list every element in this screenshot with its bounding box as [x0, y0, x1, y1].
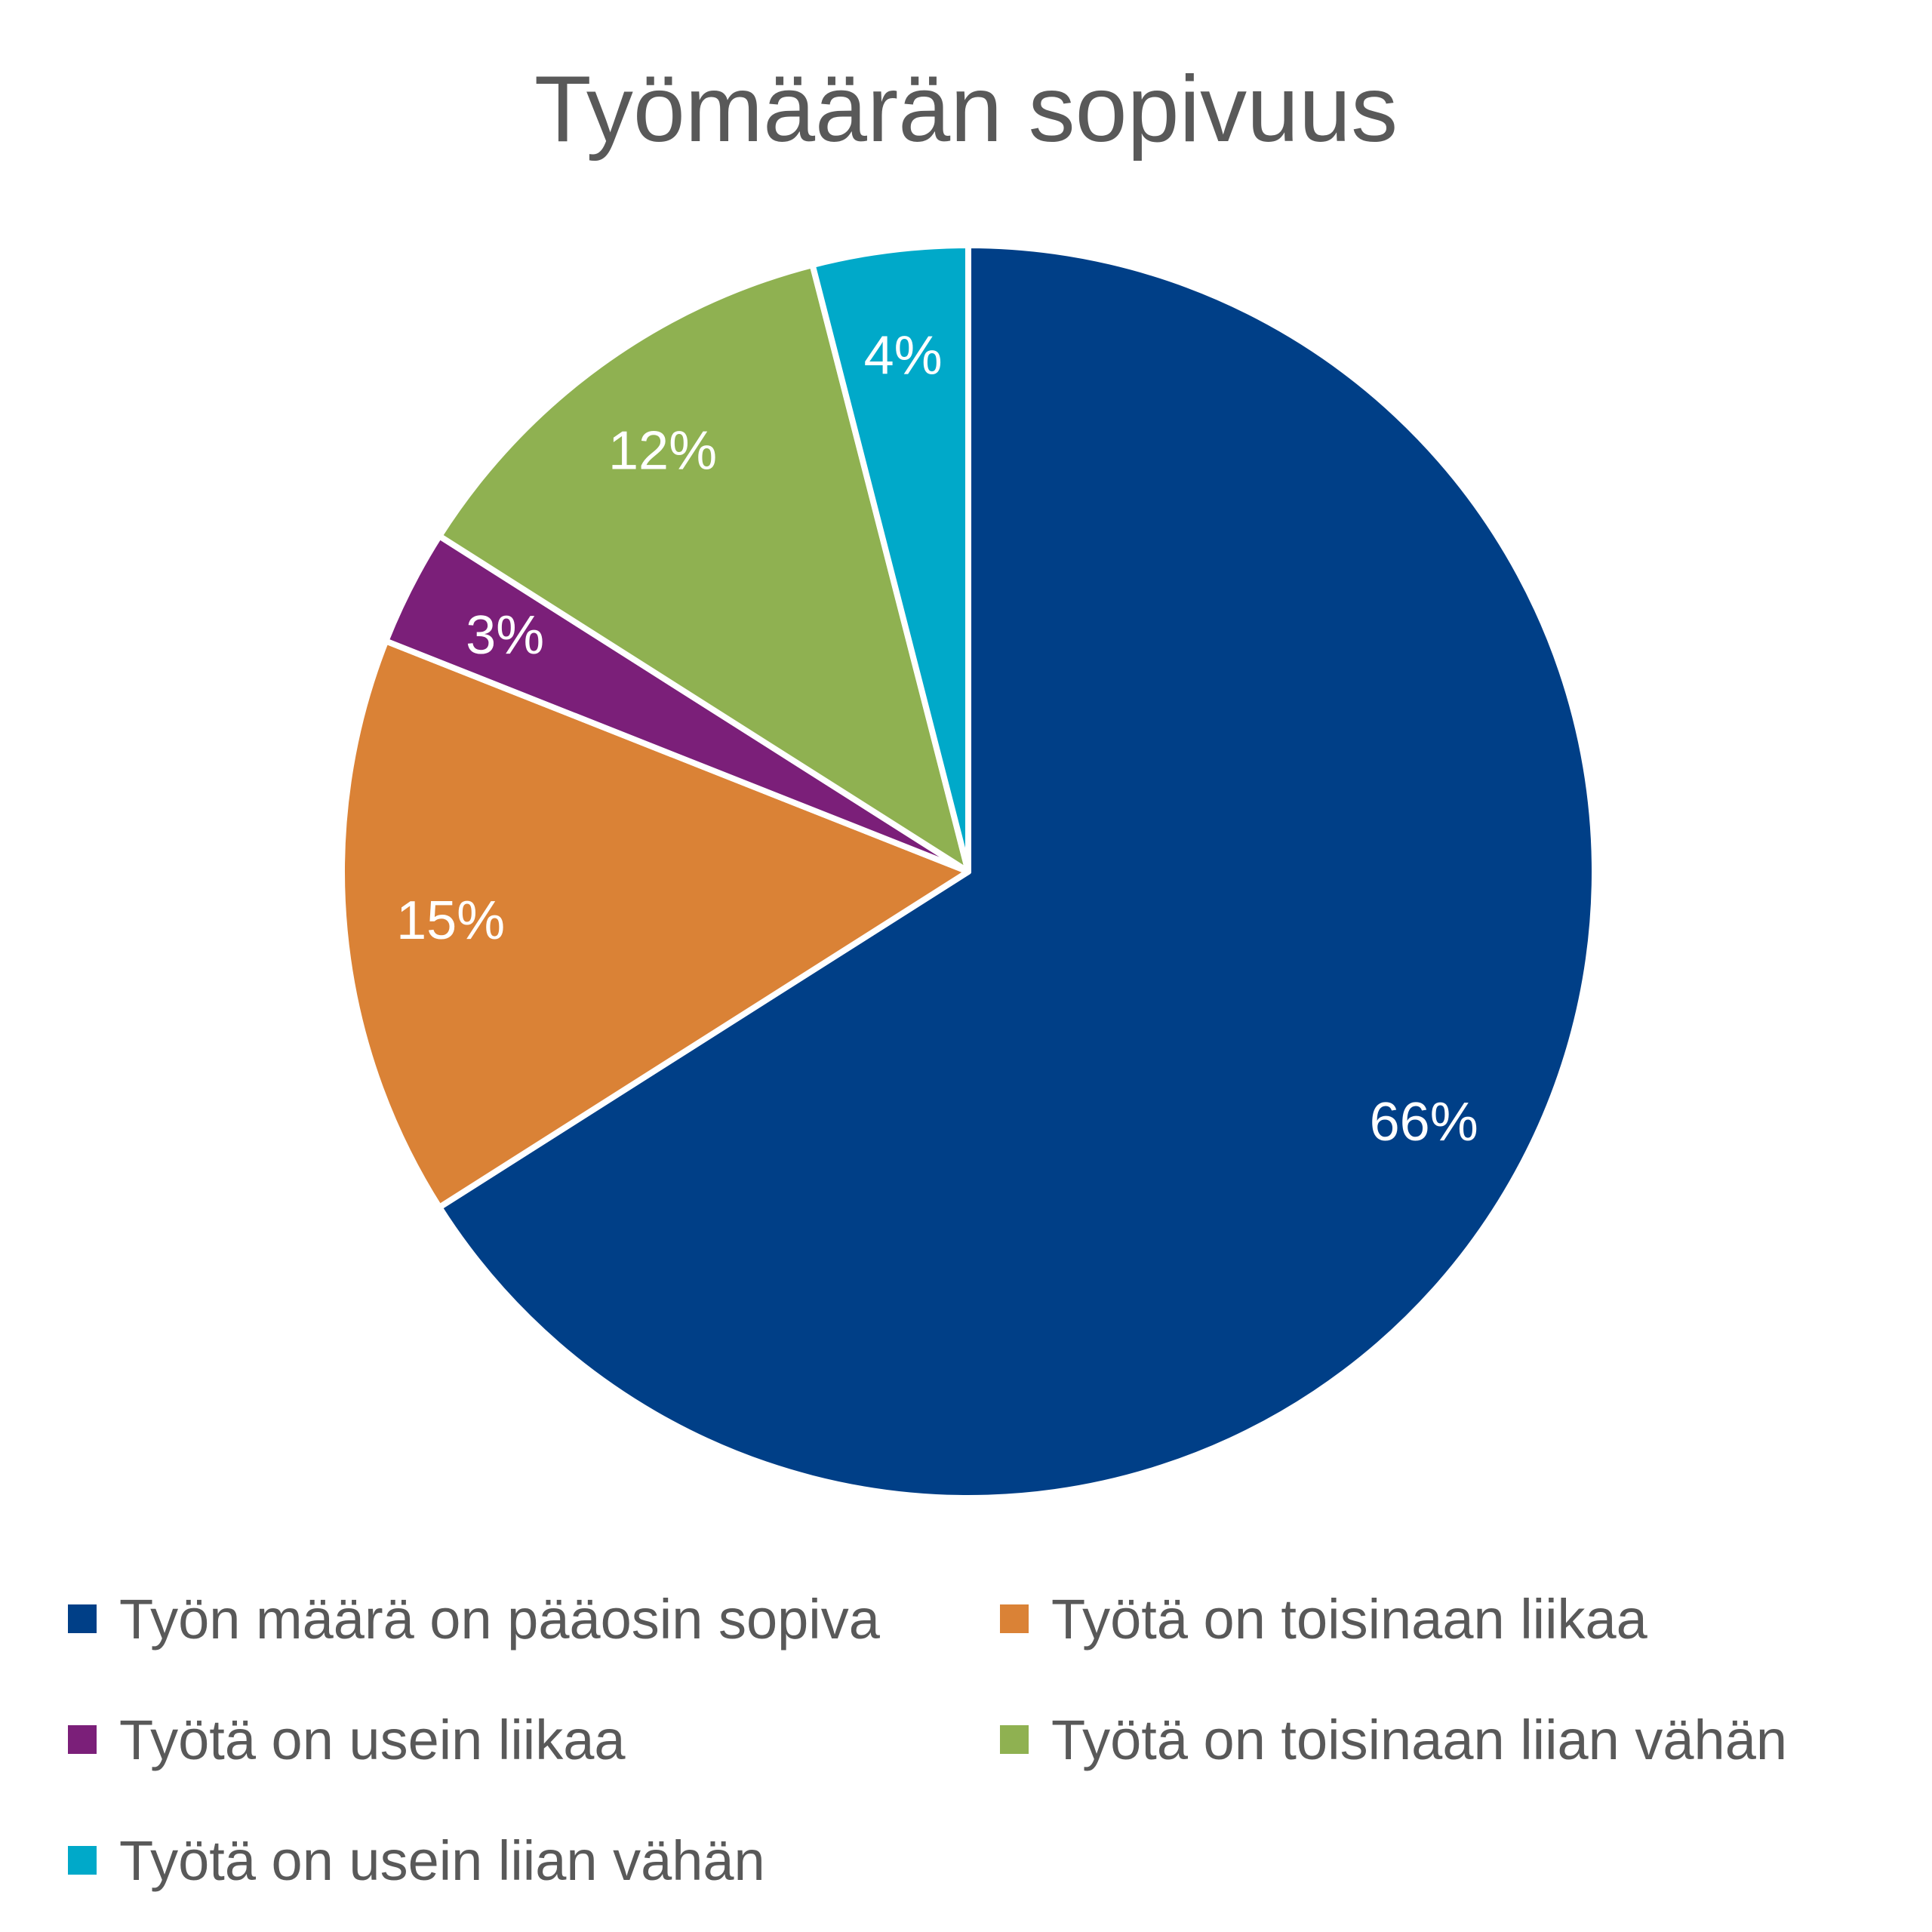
data-label: 66% — [1370, 1092, 1478, 1152]
pie-slice — [436, 262, 971, 875]
legend-item: Työn määrä on pääosin sopiva — [68, 1577, 880, 1660]
data-label: 4% — [864, 326, 943, 386]
chart-title: Työmäärän sopivuus — [534, 57, 1398, 162]
pie-slice — [436, 242, 1598, 1501]
legend-swatch — [1000, 1604, 1029, 1633]
legend-item: Työtä on toisinaan liikaa — [1000, 1577, 1647, 1660]
legend-swatch — [68, 1725, 97, 1754]
legend-label: Työtä on toisinaan liikaa — [1051, 1587, 1647, 1651]
legend-item: Työtä on usein liian vähän — [68, 1819, 765, 1902]
legend-swatch — [68, 1846, 97, 1875]
pie-slice — [809, 242, 971, 875]
legend-label: Työn määrä on pääosin sopiva — [119, 1587, 880, 1651]
data-label: 3% — [466, 605, 544, 666]
legend-item: Työtä on toisinaan liian vähän — [1000, 1698, 1787, 1781]
legend-swatch — [1000, 1725, 1029, 1754]
pie-slice — [339, 638, 971, 1211]
legend-swatch — [68, 1604, 97, 1633]
data-label: 12% — [608, 421, 717, 481]
legend-label: Työtä on usein liikaa — [119, 1708, 626, 1771]
data-label: 15% — [396, 891, 505, 951]
legend-label: Työtä on toisinaan liian vähän — [1051, 1708, 1788, 1771]
legend-item: Työtä on usein liikaa — [68, 1698, 626, 1781]
legend-label: Työtä on usein liian vähän — [119, 1829, 765, 1892]
